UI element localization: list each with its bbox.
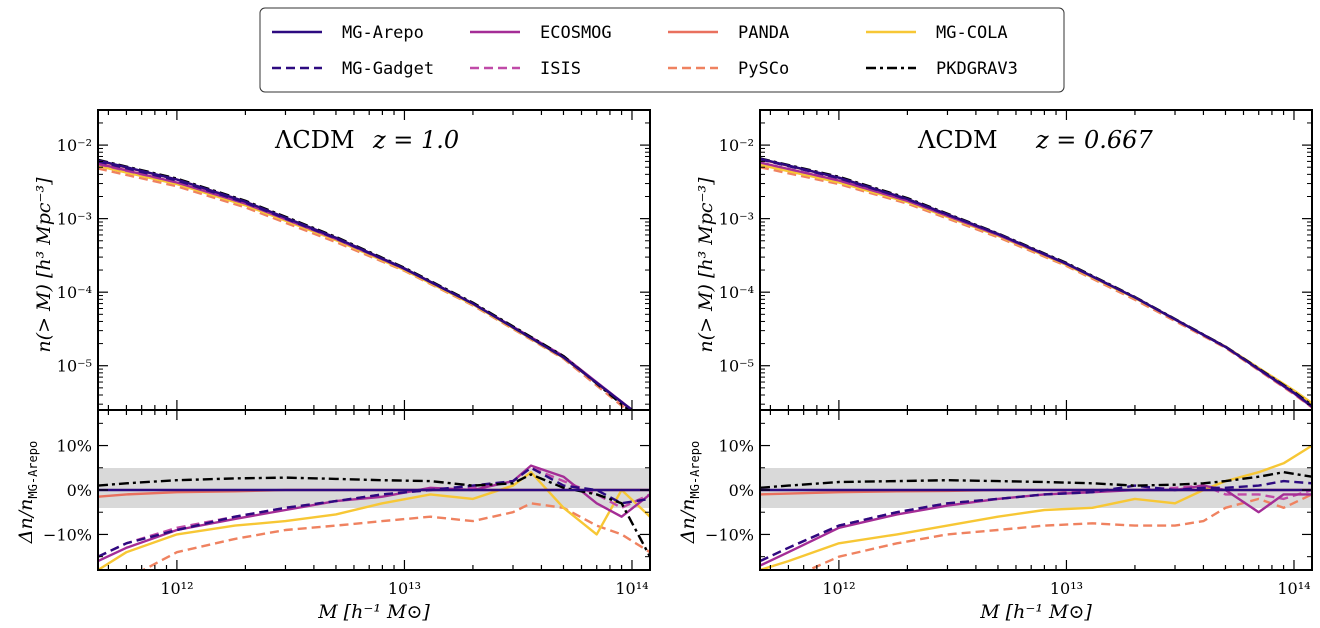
- series-line-mg-gadget-left-top: [98, 160, 633, 410]
- panel-left-ylabel-top: n(> M) [h³ Mpc⁻³]: [33, 177, 55, 353]
- panel-right-ylabel-top: n(> M) [h³ Mpc⁻³]: [695, 177, 717, 353]
- panel-left-ylabel-bottom: Δn/nMG-Arepo: [15, 441, 40, 544]
- ylabel-bottom-sub: MG-Arepo: [688, 441, 702, 499]
- panel-left: 10⁻²10⁻³10⁻⁴10⁻⁵ ΛCDM z = 1.0 10%0%−10%1…: [43, 109, 651, 598]
- panel-left-residual-plot: 10% 0% −10% 10¹² 10¹³ 10¹⁴: [43, 409, 651, 598]
- y-tick-label: 0%: [67, 481, 92, 500]
- x-tick-label: 10¹³: [1050, 579, 1083, 598]
- panel-right-top-frame: [759, 109, 1313, 411]
- y-tick-label: 10⁻⁵: [719, 357, 754, 376]
- series-line-pysco-left-top: [98, 167, 629, 410]
- series-line-mg-gadget-right-res: [760, 479, 1312, 563]
- y-tick-label: 10⁻³: [719, 210, 754, 229]
- y-tick-label: 10⁻⁵: [57, 357, 92, 376]
- y-tick-label: 10%: [56, 437, 92, 456]
- y-tick-label: −10%: [705, 525, 754, 544]
- panel-right-title-z: z = 0.667: [1035, 126, 1153, 154]
- panel-left-title-z: z = 1.0: [372, 126, 459, 154]
- panel-right-title-model: ΛCDM: [917, 126, 998, 154]
- y-tick-label: 10⁻³: [57, 210, 92, 229]
- panel-right-xlabel: M [h⁻¹ M⊙]: [979, 601, 1092, 623]
- series-line-panda-right-top: [760, 158, 1312, 408]
- x-tick-label: 10¹³: [388, 579, 421, 598]
- panel-right-ylabel-bottom: Δn/nMG-Arepo: [677, 441, 702, 544]
- legend-label-mg-cola: MG-COLA: [936, 23, 1008, 43]
- series-line-mg-arepo-right-top: [760, 157, 1312, 408]
- series-line-mg-cola-right-res: [760, 444, 1312, 570]
- ylabel-bottom-main: Δn/n: [677, 499, 699, 545]
- series-line-mg-cola-left-top: [98, 164, 633, 410]
- y-tick-label: 10⁻²: [719, 136, 754, 155]
- panel-left-xlabel: M [h⁻¹ M⊙]: [317, 601, 430, 623]
- series-line-mg-cola-right-top: [760, 163, 1312, 405]
- panel-left-top-plot: 10⁻² 10⁻³ 10⁻⁴ 10⁻⁵ ΛCDM z = 1.0: [57, 109, 651, 411]
- legend-label-ecosmog: ECOSMOG: [540, 23, 612, 43]
- legend-label-panda: PANDA: [738, 23, 789, 43]
- series-line-pysco-right-top: [760, 166, 1312, 409]
- x-tick-label: 10¹⁴: [1277, 579, 1310, 598]
- panel-left-top-frame: [97, 109, 651, 411]
- panel-right-top-plot: 10⁻² 10⁻³ 10⁻⁴ 10⁻⁵ ΛCDM z = 0.667: [719, 109, 1313, 411]
- series-line-panda-left-top: [98, 159, 633, 410]
- series-line-pkdgrav3-left-top: [98, 158, 631, 410]
- legend-label-pysco: PySCo: [738, 59, 789, 79]
- legend-label-mg-arepo: MG-Arepo: [342, 23, 424, 43]
- x-tick-label: 10¹⁴: [615, 579, 648, 598]
- panel-left-title-model: ΛCDM: [274, 126, 355, 154]
- series-line-isis-right-top: [760, 161, 1312, 408]
- x-tick-label: 10¹²: [822, 579, 855, 598]
- legend-label-pkdgrav3: PKDGRAV3: [936, 59, 1018, 79]
- panel-right-residual-plot: 10% 0% −10% 10¹² 10¹³ 10¹⁴: [705, 409, 1313, 598]
- series-line-pkdgrav3-right-res: [760, 471, 1312, 489]
- series-line-mg-gadget-right-top: [760, 158, 1312, 408]
- series-line-pkdgrav3-right-top: [760, 157, 1312, 407]
- series-line-isis-left-top: [98, 163, 633, 410]
- series-line-pysco-right-res: [805, 493, 1312, 570]
- series-line-mg-arepo-left-top: [98, 159, 633, 410]
- panel-left-tolerance-band: [98, 468, 650, 508]
- series-line-pysco-left-res: [140, 502, 650, 570]
- y-tick-label: 0%: [729, 481, 754, 500]
- y-tick-label: 10⁻⁴: [57, 283, 92, 302]
- series-line-ecosmog-right-top: [760, 161, 1312, 408]
- x-tick-label: 10¹²: [160, 579, 193, 598]
- legend-frame: [259, 7, 1065, 93]
- legend-label-mg-gadget: MG-Gadget: [342, 59, 434, 79]
- y-tick-label: 10%: [718, 437, 754, 456]
- y-tick-label: 10⁻²: [57, 136, 92, 155]
- y-tick-label: 10⁻⁴: [719, 283, 754, 302]
- svg-text:Δn/nMG-Arepo: Δn/nMG-Arepo: [15, 441, 40, 544]
- y-tick-label: −10%: [43, 525, 92, 544]
- series-line-ecosmog-left-top: [98, 162, 633, 410]
- ylabel-bottom-main: Δn/n: [15, 499, 37, 545]
- series-line-pkdgrav3-left-res: [98, 473, 650, 558]
- svg-text:Δn/nMG-Arepo: Δn/nMG-Arepo: [677, 441, 702, 544]
- legend: MG-Arepo MG-Gadget ECOSMOG ISIS PANDA PySCo MG…: [259, 7, 1065, 93]
- legend-label-isis: ISIS: [540, 59, 581, 79]
- panel-right: 10⁻² 10⁻³ 10⁻⁴ 10⁻⁵ ΛCDM z = 0.667 10% 0% −10…: [705, 109, 1313, 598]
- ylabel-bottom-sub: MG-Arepo: [26, 441, 40, 499]
- series-line-mg-cola-left-res: [98, 471, 650, 570]
